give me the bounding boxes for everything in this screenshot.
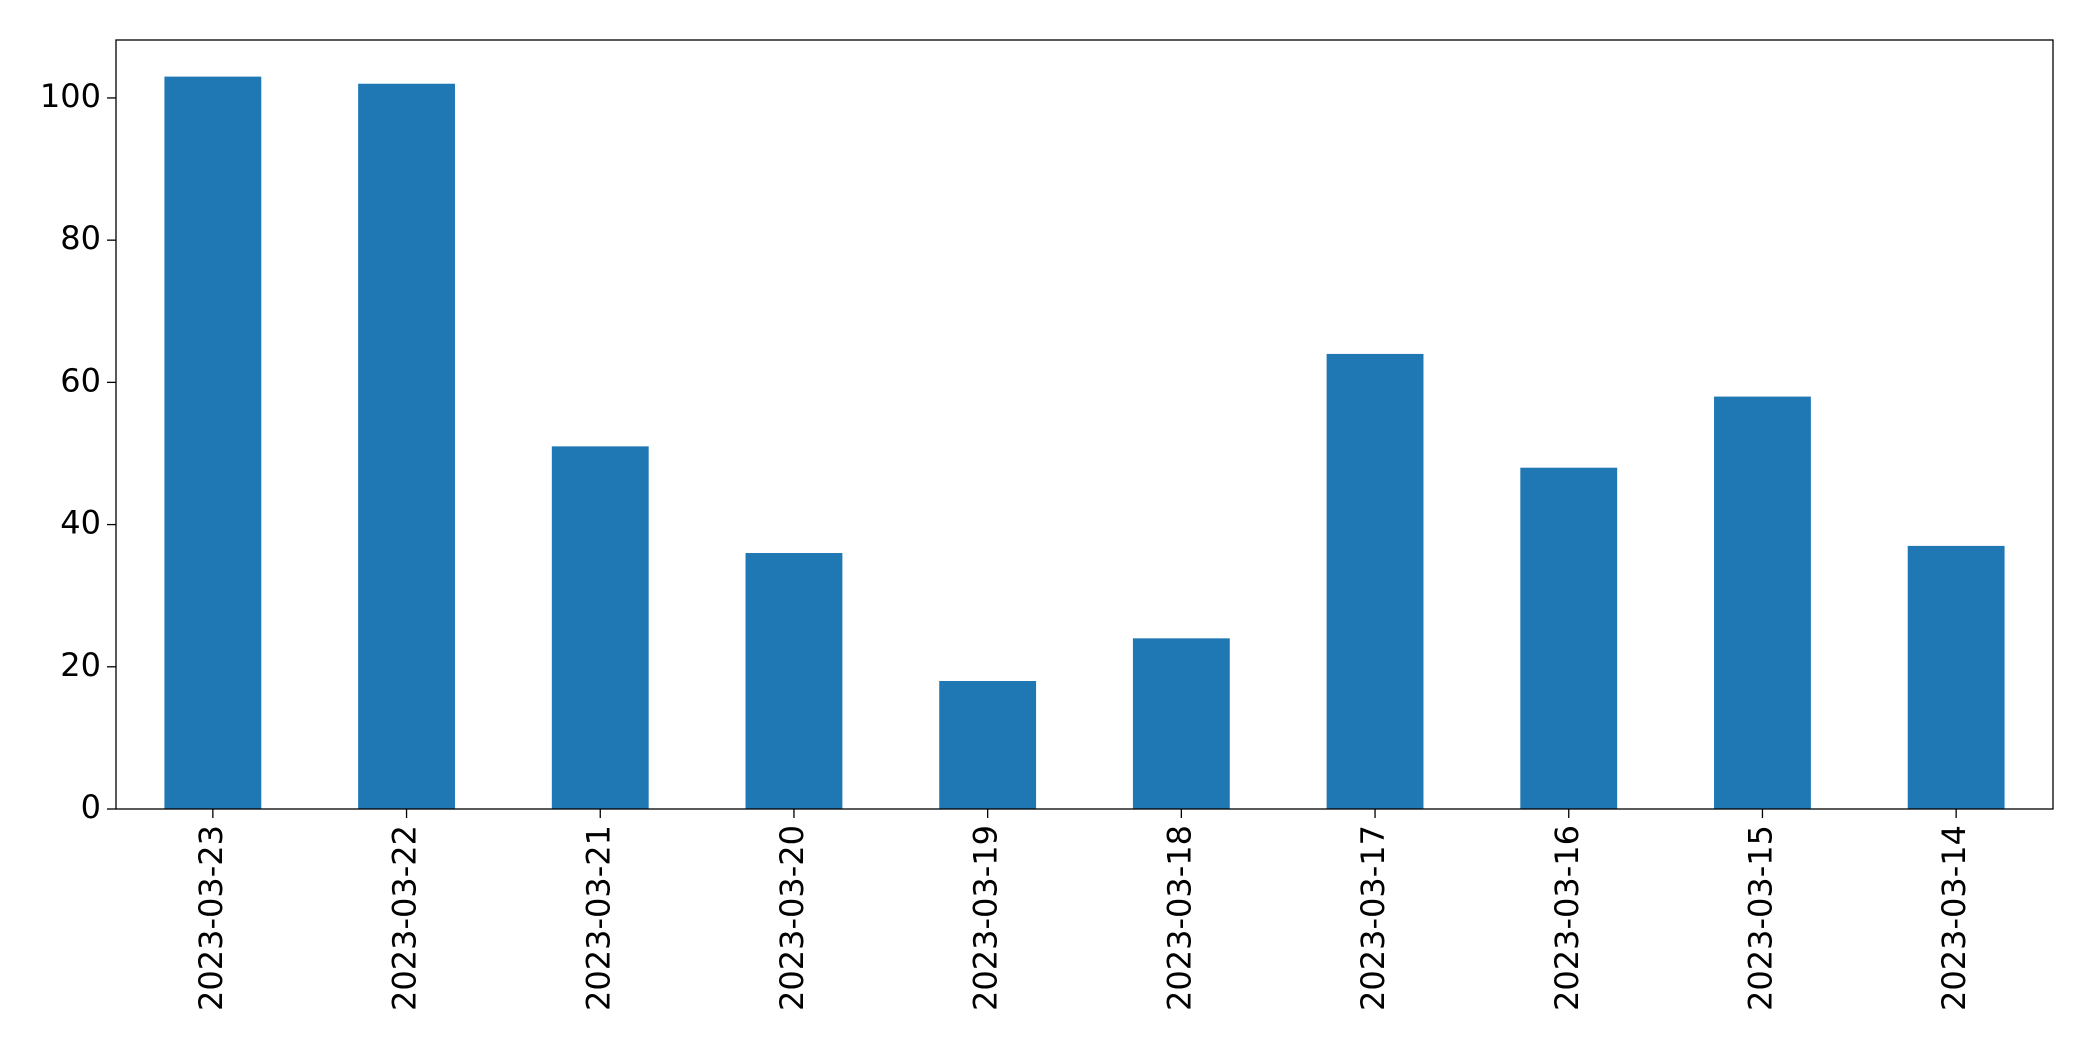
y-tick-label: 100 <box>40 77 101 115</box>
bar <box>1520 467 1618 809</box>
y-tick-label: 80 <box>60 219 101 257</box>
bar <box>1714 396 1811 809</box>
bar <box>164 76 262 810</box>
x-tick-label: 2023-03-17 <box>1354 825 1392 1011</box>
x-tick-label: 2023-03-22 <box>386 825 424 1011</box>
x-tick-label: 2023-03-23 <box>192 825 230 1011</box>
x-tick-label: 2023-03-19 <box>967 825 1005 1011</box>
x-tick-label: 2023-03-18 <box>1160 825 1198 1011</box>
bar <box>358 83 455 809</box>
x-tick-label: 2023-03-20 <box>773 825 811 1011</box>
y-tick-label: 40 <box>60 504 101 542</box>
y-tick-label: 60 <box>60 361 101 399</box>
bar <box>1907 545 2005 809</box>
bar <box>745 553 843 809</box>
x-tick-label: 2023-03-21 <box>579 825 617 1011</box>
y-tick-label: 0 <box>81 788 101 826</box>
axes-frame <box>115 39 2054 810</box>
bar <box>1326 353 1424 809</box>
x-tick-label: 2023-03-15 <box>1741 825 1779 1011</box>
bar <box>1132 638 1230 809</box>
x-tick-label: 2023-03-16 <box>1548 825 1586 1011</box>
bar <box>939 681 1037 809</box>
bar <box>551 446 649 809</box>
x-tick-label: 2023-03-14 <box>1935 825 1973 1011</box>
y-tick-label: 20 <box>60 646 101 684</box>
